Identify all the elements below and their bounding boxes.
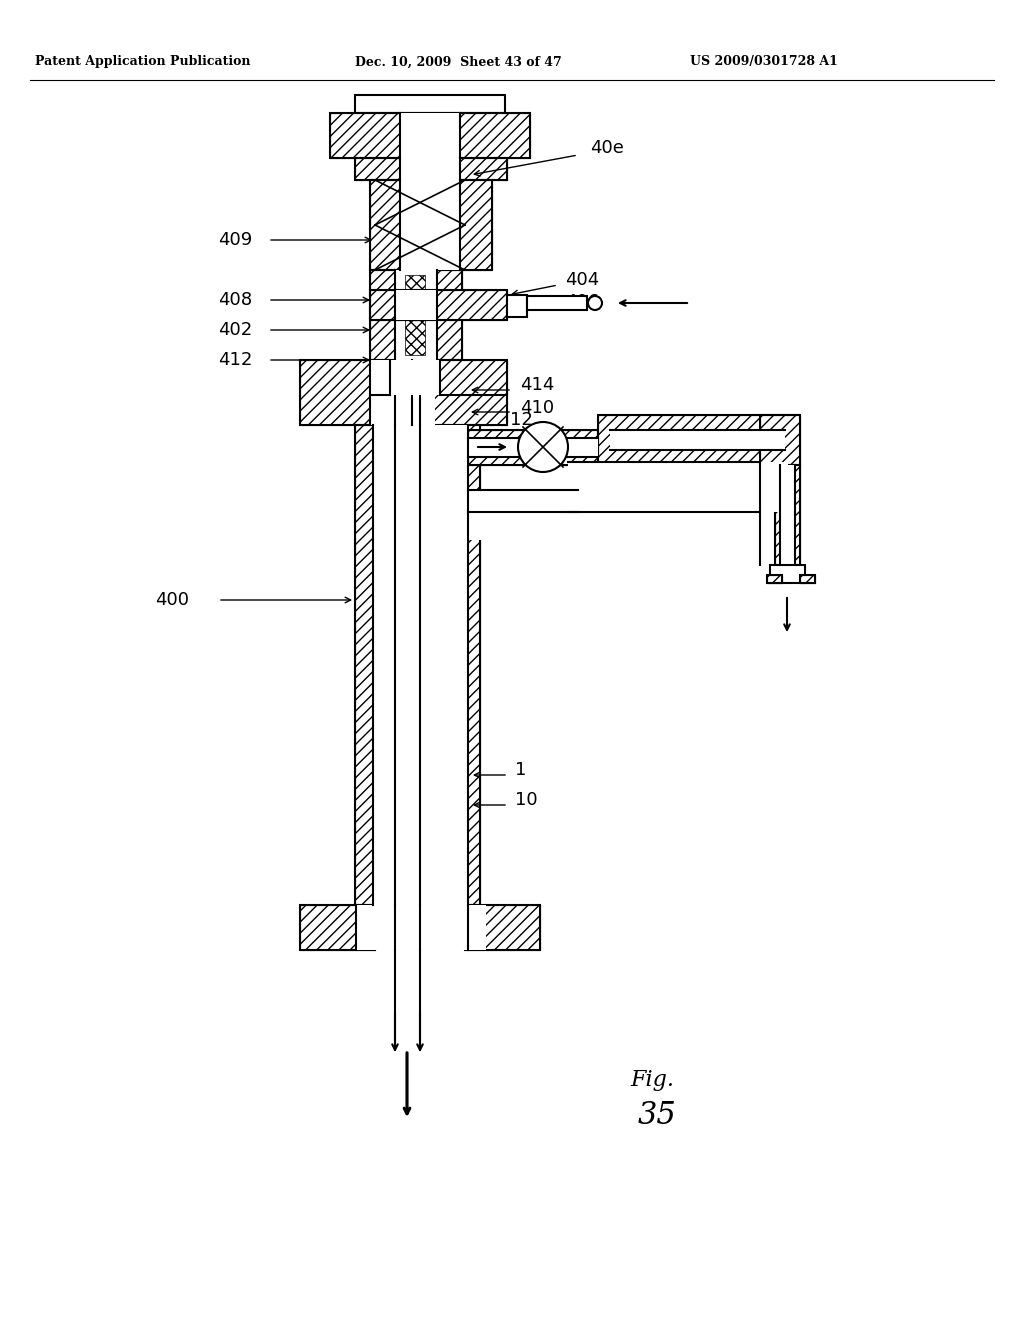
Text: Patent Application Publication: Patent Application Publication (35, 55, 251, 69)
Bar (770, 565, 805, 583)
Bar (507, 294, 527, 317)
Bar (355, 158, 507, 180)
Bar (370, 271, 420, 360)
Bar (300, 906, 375, 950)
Bar (468, 430, 598, 465)
Bar (468, 430, 598, 465)
Bar (412, 290, 507, 319)
Text: 406: 406 (565, 293, 599, 312)
Bar (370, 290, 420, 319)
Bar (598, 414, 798, 465)
Text: 402: 402 (218, 321, 252, 339)
Bar (330, 114, 530, 158)
Text: 12: 12 (510, 411, 532, 429)
Ellipse shape (588, 296, 602, 310)
Bar (465, 906, 540, 950)
Bar (780, 465, 795, 565)
Bar (412, 290, 507, 319)
Bar (395, 271, 437, 360)
Bar (767, 576, 782, 583)
Text: 414: 414 (520, 376, 554, 393)
Text: 404: 404 (565, 271, 599, 289)
Bar (400, 158, 460, 180)
Bar (412, 360, 507, 425)
Text: US 2009/0301728 A1: US 2009/0301728 A1 (690, 55, 838, 69)
Bar (370, 290, 420, 319)
Bar (370, 271, 420, 360)
Bar (412, 271, 462, 360)
Text: Dec. 10, 2009  Sheet 43 of 47: Dec. 10, 2009 Sheet 43 of 47 (355, 55, 562, 69)
Text: 40e: 40e (590, 139, 624, 157)
Bar (355, 425, 395, 906)
Bar (355, 95, 505, 114)
Bar (395, 290, 437, 319)
Text: 412: 412 (218, 351, 252, 370)
Bar (300, 360, 390, 425)
Text: 1: 1 (515, 762, 526, 779)
Bar (760, 414, 800, 465)
Bar (300, 906, 375, 950)
Bar (370, 180, 492, 271)
Circle shape (518, 422, 568, 473)
Bar (330, 114, 530, 158)
Bar (760, 414, 800, 465)
Bar (390, 360, 440, 395)
Bar (412, 271, 462, 360)
Bar (412, 360, 507, 425)
Bar (465, 906, 540, 950)
Bar (610, 430, 785, 450)
Text: 35: 35 (638, 1100, 677, 1130)
Bar (527, 296, 587, 310)
Bar (775, 465, 800, 565)
Bar (370, 180, 492, 271)
Text: 10: 10 (515, 791, 538, 809)
Bar (468, 438, 598, 457)
Text: 409: 409 (218, 231, 252, 249)
Text: Fig.: Fig. (630, 1069, 674, 1092)
Bar (568, 462, 788, 512)
Text: 408: 408 (218, 290, 252, 309)
Bar (775, 465, 800, 565)
Bar (400, 180, 460, 271)
Bar (355, 158, 507, 180)
Bar (356, 906, 486, 950)
Bar (440, 425, 480, 906)
Bar (370, 360, 435, 425)
Bar (767, 576, 782, 583)
Bar (598, 414, 798, 465)
Bar (400, 114, 460, 158)
Bar (468, 490, 578, 540)
Bar (355, 425, 395, 906)
Text: 400: 400 (155, 591, 189, 609)
Text: 410: 410 (520, 399, 554, 417)
Bar (300, 360, 390, 425)
Bar (800, 576, 815, 583)
Bar (800, 576, 815, 583)
Bar (406, 275, 425, 355)
Bar (373, 425, 468, 906)
Bar (440, 425, 480, 906)
